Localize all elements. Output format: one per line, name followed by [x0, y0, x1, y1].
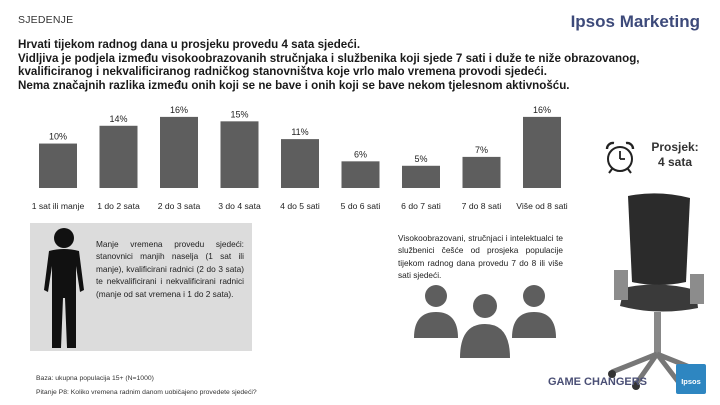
bar-2 [160, 116, 198, 188]
value-label-4: 11% [291, 127, 308, 137]
bar-5 [341, 161, 380, 188]
value-label-6: 5% [414, 154, 427, 164]
alarm-clock-icon [605, 141, 635, 174]
value-label-7: 7% [475, 145, 488, 155]
category-label-1: 1 do 2 sata [97, 201, 140, 211]
bar-7 [462, 156, 501, 188]
bar-8 [523, 116, 561, 188]
person-silhouette-icon [44, 228, 84, 348]
headline: Hrvati tijekom radnog dana u prosjeku pr… [18, 38, 708, 92]
office-chair-icon [608, 193, 706, 390]
category-label-3: 3 do 4 sata [218, 201, 261, 211]
value-label-8: 16% [533, 105, 551, 115]
less-sitting-text: Manje vremena provedu sjedeći: stanovnic… [96, 239, 244, 299]
value-label-1: 14% [109, 114, 127, 124]
base-note: Baza: ukupna populacija 15+ (N=1000) [36, 375, 154, 382]
average-label: Prosjek: [651, 140, 699, 154]
headline-line-3: kvalificiranog i nekvalificiranog radnič… [18, 65, 547, 78]
bar-1 [99, 125, 138, 188]
ipsos-logo-text: Ipsos [681, 377, 701, 386]
ipsos-logo: Ipsos [676, 364, 706, 394]
average-badge: Prosjek: 4 sata [640, 140, 710, 170]
value-label-0: 10% [49, 132, 67, 142]
bar-chart: 10% 1 sat ili manje 14% 1 do 2 sata 16% 2 do … [32, 105, 568, 211]
category-label-5: 5 do 6 sati [341, 201, 381, 211]
bar-0 [39, 143, 77, 188]
value-label-3: 15% [230, 109, 248, 119]
average-value: 4 sata [657, 155, 693, 169]
category-label-4: 4 do 5 sati [280, 201, 320, 211]
category-label-2: 2 do 3 sata [158, 201, 201, 211]
bar-6 [402, 165, 440, 188]
category-label-7: 7 do 8 sati [462, 201, 502, 211]
headline-line-1: Hrvati tijekom radnog dana u prosjeku pr… [18, 38, 361, 51]
category-label-0: 1 sat ili manje [32, 201, 85, 211]
headline-line-4: Nema značajnih razlika između onih koji … [18, 78, 570, 92]
value-label-5: 6% [354, 149, 367, 159]
question-note: Pitanje P8: Koliko vremena radnim danom … [36, 389, 257, 396]
tagline: GAME CHANGERS [548, 376, 648, 388]
category-label-6: 6 do 7 sati [401, 201, 441, 211]
group-of-people-icon [414, 285, 556, 358]
category-label-8: Više od 8 sati [516, 201, 568, 211]
value-label-2: 16% [170, 105, 188, 115]
bar-4 [281, 139, 319, 188]
more-sitting-text: Visokoobrazovani, stručnjaci i intelektu… [398, 233, 563, 281]
brand-logo: Ipsos Marketing [570, 12, 700, 31]
headline-line-2: Vidljiva je podjela između visokoobrazov… [18, 51, 640, 65]
section-label: SJEDENJE [18, 14, 74, 26]
bar-3 [220, 121, 259, 188]
